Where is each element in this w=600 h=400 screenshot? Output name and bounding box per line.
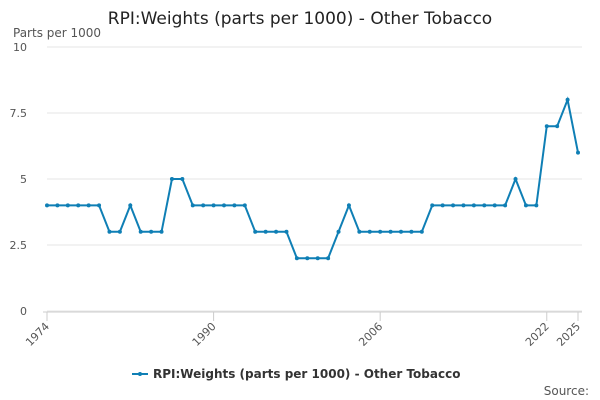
series-line xyxy=(47,96,579,260)
data-point xyxy=(326,256,331,261)
data-point xyxy=(138,229,143,234)
data-point xyxy=(388,229,393,234)
data-point xyxy=(65,203,70,208)
data-point xyxy=(576,150,580,155)
data-point xyxy=(523,203,528,208)
x-tick-label: 1974 xyxy=(23,320,52,349)
data-point xyxy=(419,229,424,234)
data-point xyxy=(253,229,258,234)
data-point xyxy=(190,203,195,208)
data-point xyxy=(346,203,351,208)
data-point xyxy=(149,229,154,234)
data-point xyxy=(555,124,560,129)
legend-marker xyxy=(138,372,142,376)
x-tick-label: 2025 xyxy=(554,320,583,349)
data-point xyxy=(503,203,508,208)
y-tick-label: 0 xyxy=(20,305,27,318)
data-point xyxy=(399,229,403,234)
data-point xyxy=(169,177,174,181)
data-point xyxy=(242,203,247,208)
data-point xyxy=(263,229,268,234)
data-point xyxy=(55,203,60,208)
data-point xyxy=(471,203,476,208)
x-tick-label: 1990 xyxy=(190,320,219,349)
data-point xyxy=(367,229,372,234)
data-point xyxy=(565,97,570,102)
data-point xyxy=(211,203,216,208)
data-point xyxy=(409,229,414,234)
y-tick-label: 5 xyxy=(20,173,27,186)
data-point xyxy=(45,203,49,208)
legend-label: RPI:Weights (parts per 1000) - Other Tob… xyxy=(153,367,460,381)
y-tick-label: 7.5 xyxy=(10,107,28,120)
data-point xyxy=(534,203,539,208)
data-point xyxy=(117,229,122,234)
data-point xyxy=(357,229,362,234)
data-point xyxy=(482,203,487,208)
data-point xyxy=(315,256,320,261)
data-point xyxy=(294,256,299,261)
data-point xyxy=(492,203,497,208)
x-tick-label: 2022 xyxy=(523,320,552,349)
y-tick-label: 2.5 xyxy=(10,239,28,252)
data-point xyxy=(232,203,237,208)
source: Source: xyxy=(544,384,589,398)
data-point xyxy=(336,229,341,234)
data-point xyxy=(86,203,91,208)
data-point xyxy=(284,229,289,234)
x-tick-label: 2006 xyxy=(356,320,385,349)
y-tick-label: 10 xyxy=(13,41,27,54)
data-point xyxy=(440,203,445,208)
data-point xyxy=(274,229,279,234)
data-point xyxy=(544,124,549,129)
data-point xyxy=(107,229,112,234)
data-point xyxy=(201,203,206,208)
data-point xyxy=(76,203,81,208)
data-point xyxy=(180,177,185,181)
data-point xyxy=(305,256,310,261)
chart-title: RPI:Weights (parts per 1000) - Other Tob… xyxy=(108,9,492,29)
data-point xyxy=(97,203,102,208)
data-point xyxy=(128,203,133,208)
data-point xyxy=(430,203,435,208)
data-point xyxy=(451,203,456,208)
data-point xyxy=(513,177,518,181)
data-point xyxy=(378,229,383,234)
y-axis-label: Parts per 1000 xyxy=(13,26,101,40)
data-point xyxy=(222,203,226,208)
data-point xyxy=(159,229,164,234)
data-point xyxy=(461,203,466,208)
